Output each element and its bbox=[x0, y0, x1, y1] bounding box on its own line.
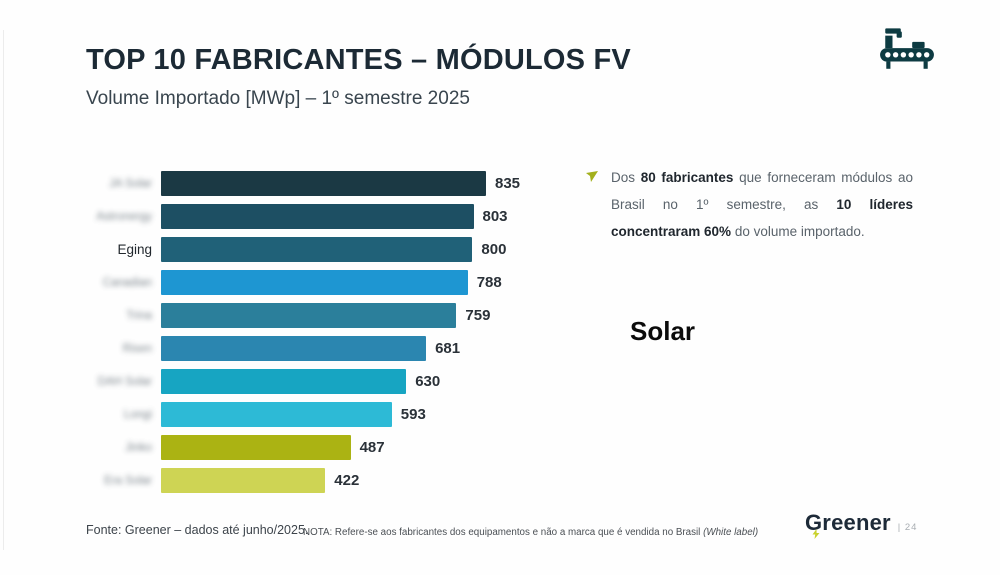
page-number: | 24 bbox=[897, 522, 918, 533]
bar bbox=[161, 336, 427, 361]
annotation-text: Dos 80 fabricantes que forneceram módulo… bbox=[611, 164, 913, 245]
annotation-bold-text: 80 fabricantes bbox=[640, 170, 734, 185]
factory-conveyor-icon bbox=[878, 22, 936, 70]
page-subtitle: Volume Importado [MWp] – 1º semestre 202… bbox=[86, 88, 470, 109]
arrow-bullet-icon bbox=[585, 170, 599, 184]
chart-row: Astronergy 803 bbox=[86, 200, 566, 233]
category-label: Trina bbox=[126, 309, 152, 322]
bar bbox=[161, 303, 457, 328]
bar-value-label: 788 bbox=[476, 274, 502, 291]
slide-edge-line bbox=[3, 30, 4, 550]
annotation-bold-text: 10 líderes concentraram 60% bbox=[611, 197, 913, 239]
bar-value-label: 803 bbox=[482, 208, 508, 225]
bar-value-label: 835 bbox=[495, 175, 521, 192]
overlay-word: Solar bbox=[630, 316, 696, 346]
bar bbox=[161, 402, 392, 427]
bar bbox=[161, 435, 351, 460]
greener-brand-label: Greener bbox=[805, 510, 891, 535]
chart-row: Era Solar 422 bbox=[86, 464, 566, 497]
category-label: JA Solar bbox=[109, 177, 152, 190]
bar bbox=[161, 204, 474, 229]
chart-row: Canadian 788 bbox=[86, 266, 566, 299]
bar-value-label: 487 bbox=[359, 439, 385, 456]
bar-value-label: 759 bbox=[465, 307, 491, 324]
bar-value-label: 593 bbox=[400, 406, 426, 423]
bar-value-label: 681 bbox=[435, 340, 461, 357]
bar bbox=[161, 468, 326, 493]
note-text: NOTA: Refere-se aos fabricantes dos equi… bbox=[303, 527, 758, 538]
lightning-bolt-icon bbox=[812, 519, 820, 539]
chart-row: JA Solar 835 bbox=[86, 167, 566, 200]
category-label: Jinko bbox=[125, 441, 152, 454]
greener-brand-text: Greener bbox=[805, 510, 891, 539]
bar-value-label: 800 bbox=[481, 241, 507, 258]
category-label: Eging bbox=[117, 242, 152, 257]
chart-row: Risen 681 bbox=[86, 332, 566, 365]
category-label: Canadian bbox=[102, 276, 152, 289]
annotation-text-segment: Dos bbox=[611, 170, 641, 185]
source-text: Fonte: Greener – dados até junho/2025. bbox=[86, 523, 309, 537]
category-label: DAH Solar bbox=[97, 375, 152, 388]
chart-row: DAH Solar 630 bbox=[86, 365, 566, 398]
bar bbox=[161, 237, 473, 262]
note-main: NOTA: Refere-se aos fabricantes dos equi… bbox=[303, 527, 704, 538]
chart-row: Trina 759 bbox=[86, 299, 566, 332]
bar-value-label: 422 bbox=[334, 472, 360, 489]
bar bbox=[161, 270, 468, 295]
category-label: Era Solar bbox=[104, 474, 152, 487]
bar bbox=[161, 171, 486, 196]
chart-row: Eging 800 bbox=[86, 233, 566, 266]
annotation-block: Dos 80 fabricantes que forneceram módulo… bbox=[583, 164, 913, 245]
annotation-text-segment: do volume importado. bbox=[731, 224, 865, 239]
category-label: Longi bbox=[123, 408, 152, 421]
greener-logo: Greener | 24 bbox=[805, 510, 918, 539]
note-italic: (White label) bbox=[703, 527, 759, 538]
category-label: Risen bbox=[122, 342, 152, 355]
bar bbox=[161, 369, 407, 394]
annotation-text-segment: que forneceram módulos ao Brasil no 1º s… bbox=[611, 170, 914, 212]
page-title: TOP 10 FABRICANTES – MÓDULOS FV bbox=[86, 44, 631, 76]
bar-value-label: 630 bbox=[415, 373, 441, 390]
bar-chart: JA Solar 835 Astronergy 803 Eging 800 Canadian… bbox=[86, 167, 566, 497]
category-label: Astronergy bbox=[96, 210, 152, 223]
chart-row: Jinko 487 bbox=[86, 431, 566, 464]
chart-row: Longi 593 bbox=[86, 398, 566, 431]
